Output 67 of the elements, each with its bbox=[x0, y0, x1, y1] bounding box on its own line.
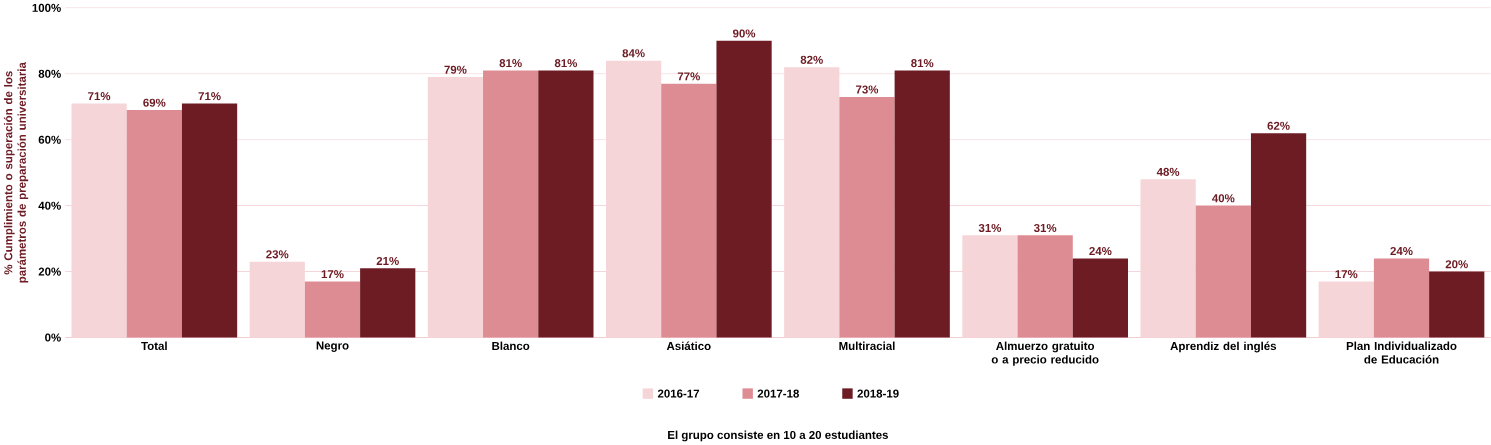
bar bbox=[1250, 133, 1307, 338]
bar bbox=[304, 281, 361, 338]
bar bbox=[1017, 235, 1073, 338]
text: El grupo consiste en 10 a 20 estudiantes bbox=[668, 430, 888, 442]
bar bbox=[1318, 281, 1374, 338]
bar bbox=[1195, 205, 1251, 338]
data-label: 20% bbox=[1445, 260, 1468, 269]
bar bbox=[894, 70, 950, 338]
y-tick-label: 80% bbox=[38, 69, 61, 78]
bar bbox=[1072, 258, 1129, 338]
x-tick-label: Aprendiz del inglés bbox=[1170, 341, 1277, 353]
data-label: 69% bbox=[143, 98, 166, 107]
bar bbox=[427, 77, 484, 338]
bar bbox=[71, 103, 127, 338]
data-label: 21% bbox=[376, 256, 399, 265]
x-tick-label: Almuerzo gratuito o a precio reducido bbox=[991, 341, 1099, 366]
data-label: 90% bbox=[732, 29, 756, 38]
x-tick-label: Multiracial bbox=[839, 341, 895, 350]
y-tick-label: 0% bbox=[45, 333, 61, 342]
data-label: 40% bbox=[1212, 194, 1235, 203]
bar bbox=[249, 261, 305, 338]
x-tick-label: Total bbox=[141, 341, 167, 350]
data-label: 48% bbox=[1156, 167, 1180, 176]
bar bbox=[483, 70, 539, 338]
y-tick-label: 40% bbox=[38, 201, 61, 210]
y-tick-label: 60% bbox=[38, 135, 61, 144]
x-tick-label: Plan Individualizado de Educación bbox=[1346, 341, 1457, 364]
data-label: 17% bbox=[1335, 270, 1358, 279]
data-label: 77% bbox=[677, 72, 700, 81]
x-tick-label: Negro bbox=[316, 341, 349, 352]
bar bbox=[716, 40, 772, 338]
data-label: 24% bbox=[1089, 246, 1112, 256]
data-label: 79% bbox=[444, 65, 467, 74]
data-label: 81% bbox=[554, 59, 578, 68]
bar bbox=[962, 235, 1018, 338]
data-label: 82% bbox=[800, 55, 823, 64]
bar bbox=[181, 103, 238, 338]
bar bbox=[1140, 179, 1196, 338]
legend-label: 2017-18 bbox=[757, 389, 799, 398]
bar bbox=[661, 83, 717, 338]
data-label: 71% bbox=[198, 92, 221, 101]
data-label: 73% bbox=[856, 85, 879, 94]
x-tick-label: Asiático bbox=[666, 341, 711, 351]
bar bbox=[1373, 258, 1430, 338]
data-label: 81% bbox=[499, 59, 522, 68]
data-label: 31% bbox=[1033, 223, 1057, 232]
data-label: 17% bbox=[321, 270, 344, 279]
data-label: 81% bbox=[911, 59, 934, 68]
bar bbox=[538, 70, 594, 338]
data-label: 71% bbox=[88, 92, 111, 101]
data-label: 31% bbox=[978, 223, 1002, 232]
data-label: 24% bbox=[1390, 246, 1413, 256]
data-label: 23% bbox=[266, 250, 289, 259]
bar bbox=[1429, 271, 1485, 338]
data-label: 84% bbox=[622, 49, 645, 58]
bar bbox=[839, 96, 895, 338]
y-tick-label: 20% bbox=[38, 267, 61, 276]
bar bbox=[784, 67, 840, 338]
y-axis-title: % Cumplimiento o superación de los parámetros de preparación universitaria bbox=[3, 62, 29, 283]
y-tick-label: 100% bbox=[32, 3, 61, 12]
data-label: 62% bbox=[1267, 121, 1290, 130]
bar bbox=[605, 60, 662, 338]
legend-label: 2016-17 bbox=[657, 389, 700, 398]
x-tick-label: Blanco bbox=[492, 341, 530, 350]
bar bbox=[360, 268, 416, 338]
bar bbox=[126, 110, 182, 338]
legend-label: 2018-19 bbox=[857, 389, 899, 398]
